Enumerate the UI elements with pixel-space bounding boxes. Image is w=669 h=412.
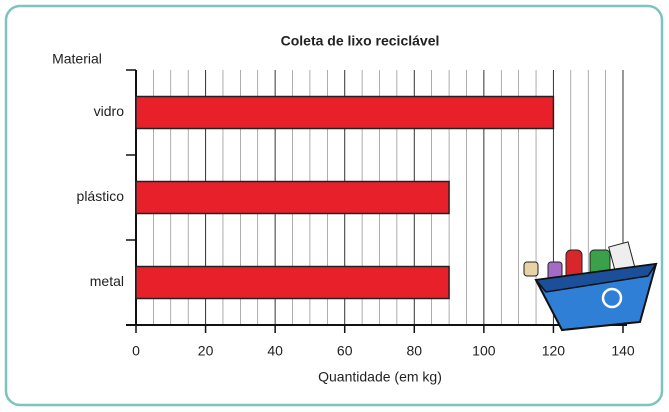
x-tick-label: 140 — [611, 343, 635, 359]
bar — [135, 180, 450, 215]
x-tick-label: 20 — [198, 343, 214, 359]
x-tick-label: 100 — [472, 343, 496, 359]
x-axis-title: Quantidade (em kg) — [318, 369, 442, 385]
jar — [523, 261, 539, 277]
basket-rim — [534, 263, 658, 293]
y-tick-label: metal — [90, 273, 124, 289]
y-tick-label: plástico — [77, 188, 125, 204]
x-tick-label: 80 — [406, 343, 422, 359]
x-tick-label: 120 — [542, 343, 566, 359]
x-tick-label: 60 — [337, 343, 353, 359]
bar — [135, 95, 555, 130]
recycling-basket — [523, 241, 658, 332]
x-tick-label: 40 — [267, 343, 283, 359]
y-tick-label: vidro — [94, 103, 125, 119]
bar — [135, 265, 450, 300]
chart-title: Coleta de lixo reciclável — [281, 33, 440, 49]
x-tick-label: 0 — [132, 343, 140, 359]
y-axis-title: Material — [52, 51, 102, 67]
recycle-icon — [601, 287, 623, 309]
